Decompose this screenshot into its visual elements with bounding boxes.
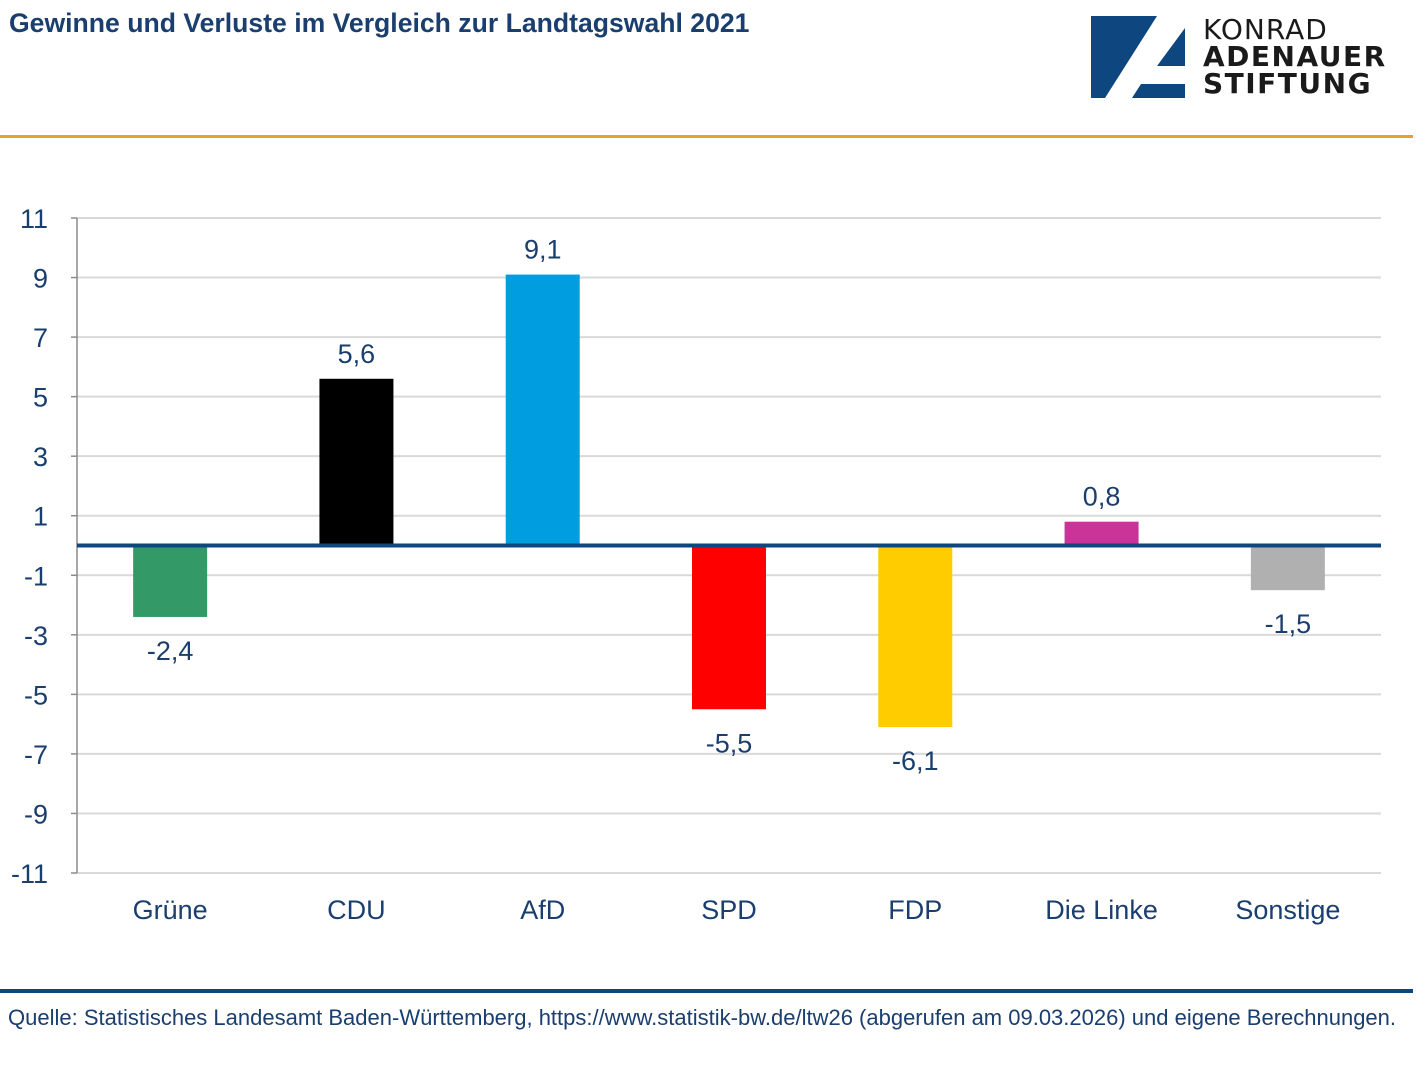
y-tick-label: -11 [11,859,48,889]
y-tick-label: -1 [24,561,48,591]
y-tick-label: 11 [20,204,48,234]
footer-divider [0,989,1413,993]
chart-title: Gewinne und Verluste im Vergleich zur La… [9,8,750,38]
x-category-label: Sonstige [1235,895,1340,925]
bars [133,274,1325,728]
x-category-label: Grüne [133,895,208,925]
data-labels: -2,4 5,6 9,1 -5,5 -6,1 0,8 -1,5 [147,235,1311,777]
y-tick-label: 5 [33,383,48,413]
bar-chart: 11 9 7 5 3 1 -1 -3 -5 -7 -9 -11 -2,4 5,6 9,1 -5,5 -6,1 0… [11,204,1381,925]
source-note: Quelle: Statistisches Landesamt Baden-Wü… [8,1005,1397,1030]
y-tick-label: 3 [33,442,48,472]
y-tick-label: 1 [33,502,48,532]
header-divider [0,135,1413,138]
data-label: 5,6 [338,339,376,369]
x-category-label: SPD [701,895,757,925]
bar-afd [505,274,580,546]
y-tick-label: -3 [24,621,48,651]
bar-spd [692,545,766,710]
logo-text-stiftung: STIFTUNG [1203,67,1373,100]
data-label: 9,1 [524,235,562,265]
x-category-label: CDU [327,895,386,925]
logo-text-adenauer: ADENAUER [1203,40,1387,73]
bar-die-linke [1064,521,1139,546]
data-label: 0,8 [1083,482,1121,512]
data-label: -5,5 [706,728,753,758]
x-category-labels: Grüne CDU AfD SPD FDP Die Linke Sonstige [133,895,1341,925]
bar-gr-ne [133,545,208,617]
y-tick-label: 7 [33,323,48,353]
data-label: -6,1 [892,746,939,776]
kas-logo-icon [1091,16,1185,98]
y-tick-label: -7 [24,740,48,770]
x-category-label: FDP [888,895,942,925]
data-label: -1,5 [1265,609,1312,639]
y-tick-label: 9 [33,264,48,294]
x-category-label: Die Linke [1045,895,1158,925]
bar-sonstige [1250,545,1325,591]
y-axis [71,217,78,874]
y-tick-label: -5 [24,680,48,710]
x-category-label: AfD [520,895,565,925]
data-label: -2,4 [147,636,194,666]
logo-text-konrad: KONRAD [1203,13,1328,46]
y-tick-labels: 11 9 7 5 3 1 -1 -3 -5 -7 -9 -11 [11,204,48,889]
bar-cdu [319,378,394,546]
bar-fdp [878,545,953,728]
y-tick-label: -9 [24,799,48,829]
kas-logo: KONRAD ADENAUER STIFTUNG [1091,16,1401,100]
